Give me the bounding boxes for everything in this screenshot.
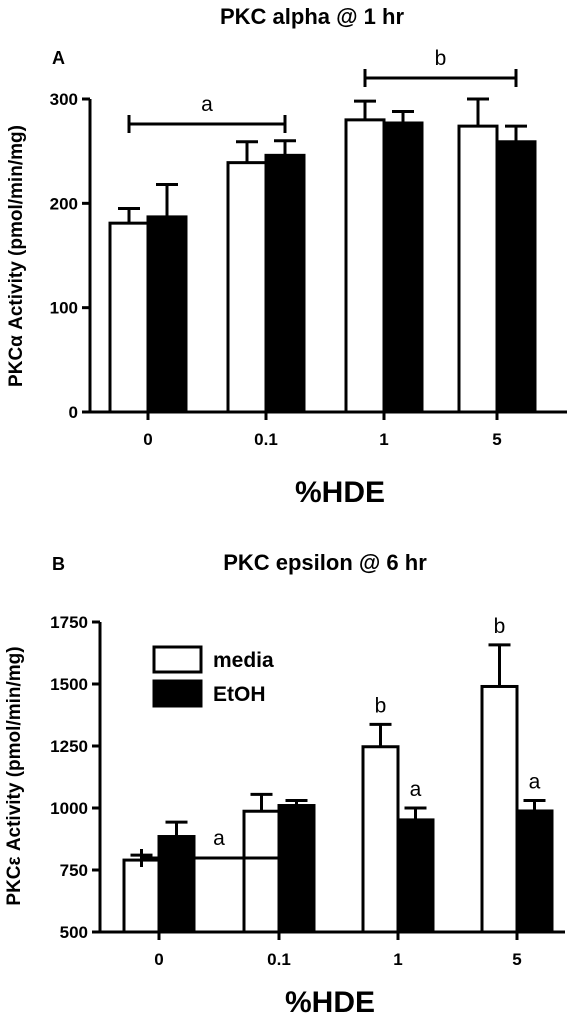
y-tick-label: 0 [69, 403, 78, 422]
significance-bracket: a [127, 93, 287, 133]
significance-bracket: a [140, 827, 298, 867]
x-tick-label: 1 [393, 950, 402, 969]
panel-b-x-axis-label: %HDE [285, 986, 375, 1019]
bracket-label: a [201, 93, 213, 116]
panel-b-letter: B [52, 554, 65, 574]
bar-etoh-5 [515, 809, 554, 934]
panel-a-title: PKC alpha @ 1 hr [220, 4, 404, 29]
significance-label: a [410, 778, 422, 801]
bar-etoh-0 [157, 835, 196, 934]
bar-media-0_1 [226, 161, 268, 414]
bar-etoh-0_1 [264, 153, 306, 414]
legend-label: media [213, 649, 274, 672]
panel-a: PKC alpha @ 1 hr A PKCα Activity (pmol/m… [6, 4, 567, 509]
panel-a-x-axis-label: %HDE [295, 476, 385, 509]
bar-media-1 [344, 118, 386, 414]
bar-media-1 [361, 745, 400, 934]
legend-swatch [152, 645, 203, 674]
bar-media-5 [480, 684, 519, 934]
y-tick-label: 500 [60, 923, 88, 942]
significance-label: b [375, 694, 387, 717]
bar-media-0 [108, 221, 150, 414]
panel-b: PKC epsilon @ 6 hr B PKCε Activity (pmol… [4, 550, 565, 1019]
panel-b-title: PKC epsilon @ 6 hr [223, 550, 427, 575]
bar-etoh-0_1 [277, 804, 316, 934]
y-tick-label: 200 [50, 194, 78, 213]
significance-label: a [529, 771, 541, 794]
panel-a-letter: A [52, 48, 65, 68]
bar-etoh-0 [146, 215, 188, 414]
x-tick-label: 0 [143, 430, 152, 449]
panel-a-plot-area: 0 100 200 300 0 0.1 1 5 a b [50, 47, 567, 449]
bar-media-5 [457, 124, 499, 414]
y-tick-label: 1000 [50, 799, 88, 818]
x-tick-label: 0.1 [267, 950, 291, 969]
panel-b-legend: media EtOH [152, 645, 274, 708]
bar-media-0_1 [242, 809, 281, 934]
x-tick-label: 0.1 [254, 430, 278, 449]
y-tick-label: 300 [50, 90, 78, 109]
legend-item-etoh: EtOH [152, 679, 266, 708]
panel-a-y-axis-label: PKCα Activity (pmol/min/mg) [6, 125, 27, 387]
y-tick-label: 750 [60, 861, 88, 880]
significance-bracket: b [363, 47, 518, 87]
bar-etoh-1 [382, 121, 424, 414]
x-tick-label: 5 [512, 950, 521, 969]
panel-b-y-axis-label: PKCε Activity (pmol/min/mg) [4, 646, 25, 905]
panel-b-plot-area: 500 750 1000 1250 1500 1750 0 0.1 b a 1 b a 5 a [50, 613, 565, 969]
x-tick-label: 0 [154, 950, 163, 969]
significance-label: b [494, 615, 506, 638]
y-tick-label: 100 [50, 299, 78, 318]
y-tick-label: 1750 [50, 613, 88, 632]
legend-label: EtOH [213, 683, 266, 706]
bar-etoh-1 [396, 818, 435, 934]
bracket-label: a [213, 827, 225, 850]
bracket-label: b [435, 47, 447, 70]
legend-swatch [152, 679, 203, 708]
x-tick-label: 1 [379, 430, 388, 449]
bar-etoh-5 [495, 140, 537, 414]
y-tick-label: 1250 [50, 737, 88, 756]
legend-item-media: media [152, 645, 274, 674]
x-tick-label: 5 [492, 430, 501, 449]
bar-media-0 [122, 858, 161, 934]
y-tick-label: 1500 [50, 675, 88, 694]
